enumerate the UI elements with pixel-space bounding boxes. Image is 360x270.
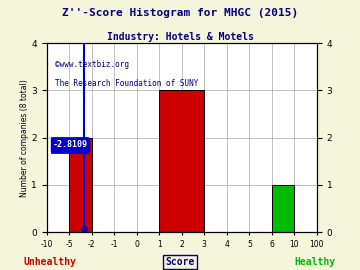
Text: Unhealthy: Unhealthy bbox=[24, 257, 77, 267]
Bar bbox=[272, 185, 294, 232]
Text: Industry: Hotels & Motels: Industry: Hotels & Motels bbox=[107, 32, 253, 42]
Text: Z''-Score Histogram for MHGC (2015): Z''-Score Histogram for MHGC (2015) bbox=[62, 8, 298, 18]
Text: Score: Score bbox=[165, 257, 195, 267]
Text: Healthy: Healthy bbox=[294, 257, 336, 267]
Text: The Research Foundation of SUNY: The Research Foundation of SUNY bbox=[55, 79, 198, 88]
Text: ©www.textbiz.org: ©www.textbiz.org bbox=[55, 60, 129, 69]
Text: -2.8109: -2.8109 bbox=[53, 140, 87, 149]
Y-axis label: Number of companies (8 total): Number of companies (8 total) bbox=[19, 79, 28, 197]
Bar bbox=[69, 138, 92, 232]
Bar bbox=[159, 90, 204, 232]
